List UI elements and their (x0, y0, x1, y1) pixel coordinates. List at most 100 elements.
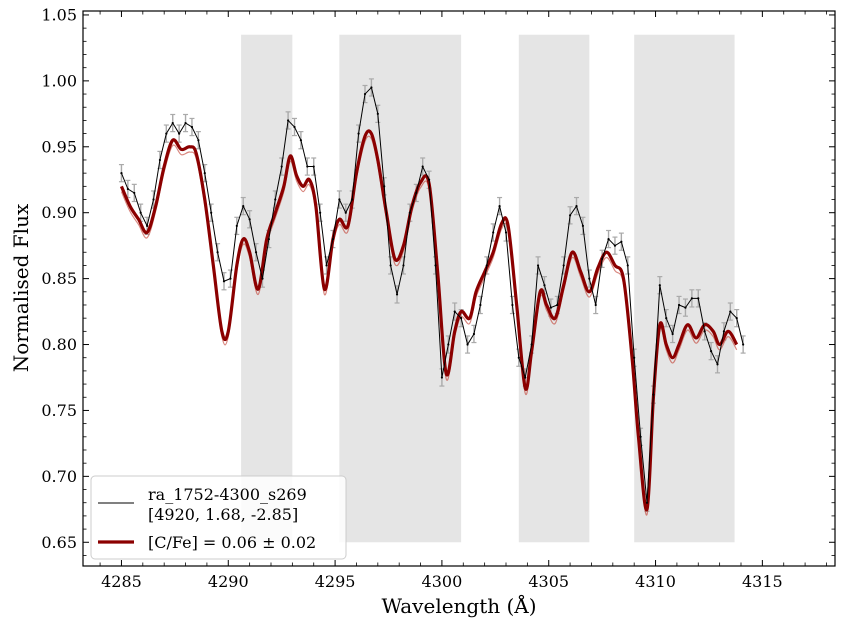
observed-point (325, 264, 328, 267)
observed-point (312, 165, 315, 168)
observed-point (395, 293, 399, 296)
observed-point (383, 185, 386, 188)
observed-point (690, 297, 693, 300)
observed-point (158, 158, 162, 162)
observed-point (370, 86, 373, 89)
y-tick-label: 1.00 (41, 71, 77, 90)
x-tick-label: 4290 (208, 572, 249, 591)
observed-point (697, 297, 700, 300)
observed-point (575, 205, 578, 208)
observed-point (511, 303, 514, 307)
y-tick-label: 0.85 (41, 269, 77, 288)
observed-point (742, 343, 745, 346)
observed-point (581, 224, 585, 227)
observed-point (460, 317, 463, 320)
observed-point (293, 125, 296, 129)
observed-point (235, 224, 238, 227)
observed-point (267, 237, 270, 241)
observed-point (184, 121, 187, 125)
observed-point (447, 343, 450, 346)
observed-point (120, 172, 123, 175)
observed-point (126, 187, 129, 191)
observed-point (479, 303, 482, 307)
observed-point (607, 237, 610, 241)
observed-point (402, 264, 405, 267)
observed-point (299, 139, 303, 142)
observed-point (633, 356, 636, 359)
x-tick-label: 4285 (101, 572, 142, 591)
legend-label-model: [C/Fe] = 0.06 ± 0.02 (148, 533, 316, 552)
observed-point (421, 165, 424, 168)
observed-point (229, 277, 232, 280)
observed-point (415, 191, 418, 195)
observed-point (216, 251, 219, 254)
observed-point (722, 330, 726, 333)
observed-point (248, 218, 251, 221)
y-tick-labels: 0.65 0.70 0.75 0.80 0.85 0.90 0.95 1.00 1.05 (41, 5, 77, 551)
observed-point (568, 214, 572, 217)
observed-point (197, 139, 200, 142)
observed-point (549, 306, 552, 309)
observed-point (466, 343, 469, 346)
observed-point (139, 211, 142, 214)
observed-point (178, 132, 181, 135)
observed-point (543, 284, 546, 287)
observed-point (639, 435, 642, 438)
observed-point (222, 280, 226, 283)
x-tick-label: 4295 (315, 572, 356, 591)
x-tick-label: 4305 (528, 572, 569, 591)
observed-point (133, 191, 136, 195)
x-tick-labels: 4285 4290 4295 4300 4305 4310 4315 (101, 572, 783, 591)
observed-point (665, 317, 668, 320)
observed-point (190, 125, 194, 129)
observed-point (562, 264, 565, 267)
observed-point (530, 343, 533, 346)
observed-point (620, 240, 623, 243)
observed-point (677, 303, 681, 307)
y-tick-label: 0.95 (41, 137, 77, 156)
observed-point (261, 277, 264, 280)
observed-point (498, 205, 501, 208)
y-tick-label: 0.75 (41, 401, 77, 420)
observed-point (472, 332, 476, 336)
legend-label-observed-params: [4920, 1.68, -2.85] (148, 505, 298, 524)
observed-point (485, 264, 488, 267)
observed-point (351, 198, 354, 201)
observed-point (376, 112, 379, 115)
observed-point (357, 132, 360, 135)
observed-point (331, 237, 335, 241)
observed-point (427, 178, 431, 181)
shaded-region-3 (518, 34, 590, 543)
observed-point (408, 211, 411, 214)
y-axis-label: Normalised Flux (9, 203, 33, 372)
observed-point (626, 264, 629, 267)
observed-point (319, 211, 322, 214)
observed-point (145, 224, 149, 227)
x-tick-label: 4315 (742, 572, 783, 591)
observed-point (588, 277, 591, 280)
model-line (119, 129, 739, 512)
legend-label-observed: ra_1752-4300_s269 (148, 485, 307, 504)
x-tick-label: 4310 (635, 572, 676, 591)
observed-point (152, 198, 155, 201)
observed-point (594, 303, 597, 307)
observed-point (306, 165, 309, 168)
x-tick-label: 4300 (422, 572, 463, 591)
legend-box (90, 475, 347, 560)
observed-point (709, 350, 713, 353)
observed-point (684, 306, 687, 309)
y-tick-label: 0.65 (41, 533, 77, 552)
y-tick-label: 1.05 (41, 5, 77, 24)
plot-frame (82, 10, 836, 567)
observed-point (504, 231, 508, 234)
observed-point (210, 211, 213, 214)
observed-point (274, 198, 277, 201)
observed-point (658, 284, 661, 287)
observed-point (165, 132, 168, 135)
observed-point (492, 231, 495, 234)
observed-point (556, 303, 559, 307)
observed-point (363, 92, 367, 96)
observed-point (735, 317, 738, 320)
observed-point (716, 363, 719, 366)
